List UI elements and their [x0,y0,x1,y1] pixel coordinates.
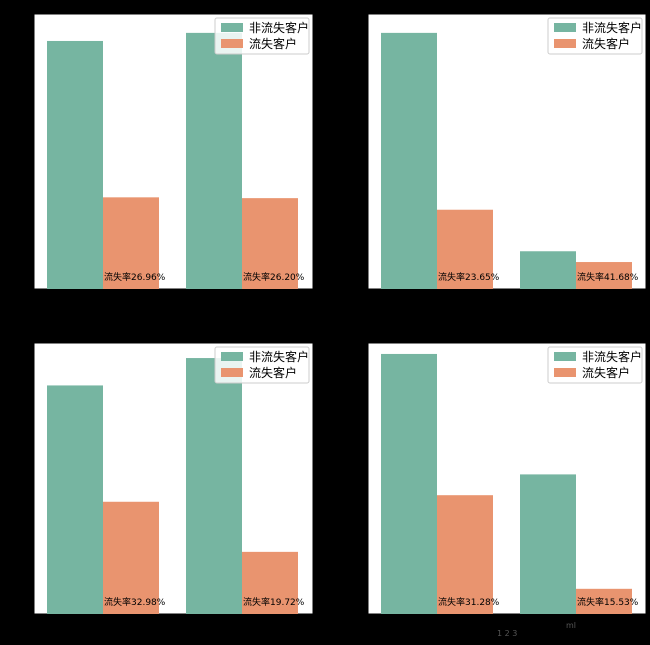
bar-non-churn [47,40,103,289]
stray-text: 1 2 3 [497,629,517,638]
churn-rate-label: 流失率19.72% [243,596,305,608]
legend-label: 非流失客户 [582,20,642,35]
legend-swatch-non-churn [221,352,243,361]
legend-swatch-churn [554,39,576,48]
churn-rate-label: 流失率23.65% [438,271,500,283]
legend-label: 流失客户 [249,36,297,51]
bar-non-churn [186,358,242,614]
legend-label: 非流失客户 [249,349,309,364]
churn-rate-label: 流失率15.53% [577,596,639,608]
churn-rate-label: 流失率41.68% [577,271,639,283]
churn-rate-label: 流失率32.98% [104,596,166,608]
legend-swatch-churn [221,368,243,377]
legend-swatch-non-churn [554,23,576,32]
legend-swatch-non-churn [554,352,576,361]
bar-churn [437,209,493,289]
bar-churn [242,551,298,614]
bar-non-churn [381,32,437,289]
bar-churn [437,495,493,614]
stray-text: ml [566,621,576,630]
churn-rate-label: 流失率31.28% [438,596,500,608]
bar-churn [103,197,159,289]
bar-non-churn [47,385,103,614]
churn-rate-label: 流失率26.96% [104,271,166,283]
bar-churn [576,262,632,289]
legend-label: 流失客户 [249,365,297,380]
legend-label: 非流失客户 [582,349,642,364]
bar-churn [576,588,632,614]
bar-non-churn [520,474,576,614]
churn-rate-label: 流失率26.20% [243,271,305,283]
legend-swatch-churn [554,368,576,377]
legend-swatch-non-churn [221,23,243,32]
bar-non-churn [186,32,242,289]
legend-swatch-churn [221,39,243,48]
bar-churn [242,198,298,289]
bar-non-churn [381,353,437,614]
legend-label: 流失客户 [582,365,630,380]
legend-label: 非流失客户 [249,20,309,35]
bar-churn [103,501,159,614]
bar-non-churn [520,251,576,289]
legend-label: 流失客户 [582,36,630,51]
